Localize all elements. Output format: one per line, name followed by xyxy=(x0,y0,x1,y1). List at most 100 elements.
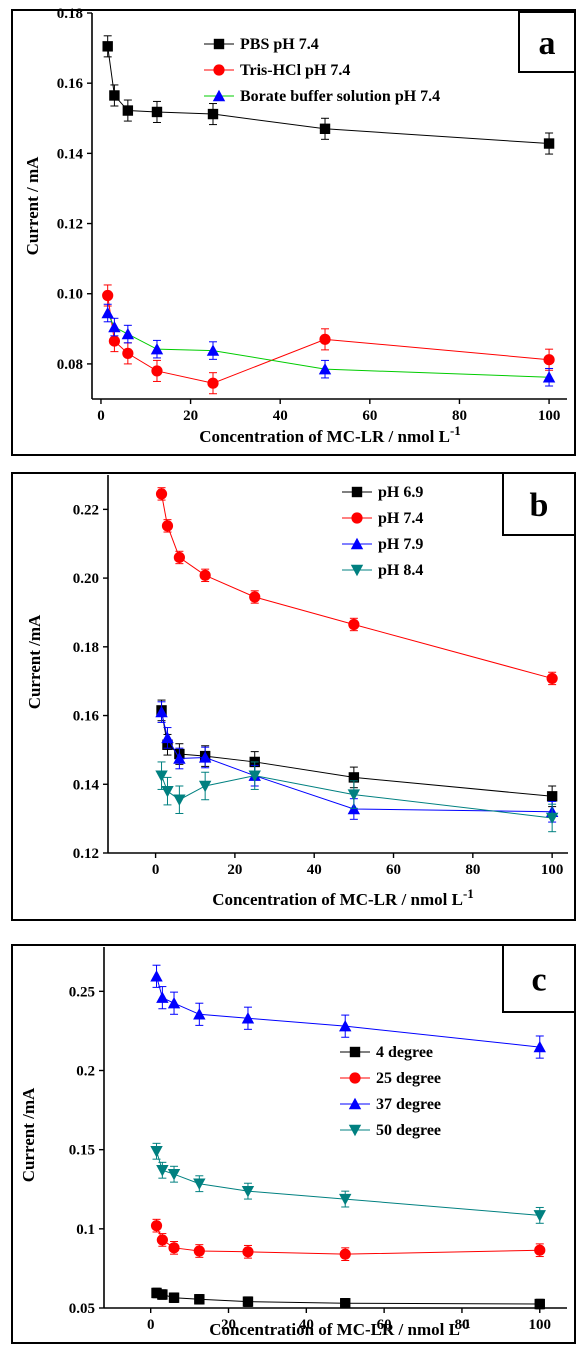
y-tick-label: 0.12 xyxy=(57,217,83,233)
data-point xyxy=(167,1169,181,1181)
data-point xyxy=(193,1008,206,1020)
data-point xyxy=(157,1289,168,1300)
data-point xyxy=(534,1244,546,1256)
data-point xyxy=(241,1185,255,1198)
series-3: 50 degree xyxy=(150,1122,546,1224)
data-point xyxy=(102,289,114,302)
panel-frame xyxy=(11,9,576,456)
x-tick-label: 40 xyxy=(273,408,288,424)
series-0: pH 6.9 xyxy=(156,484,558,808)
series-0: 4 degree xyxy=(151,1044,545,1310)
data-point xyxy=(546,672,558,685)
y-tick-label: 0.1 xyxy=(76,1222,95,1238)
series-1: 25 degree xyxy=(150,1070,546,1261)
data-point xyxy=(168,1242,180,1254)
legend-label: PBS pH 7.4 xyxy=(240,36,319,53)
data-point xyxy=(150,342,164,355)
legend-label: 37 degree xyxy=(376,1096,441,1113)
y-axis-label: Current /mA xyxy=(19,1087,38,1182)
legend-marker xyxy=(349,1072,361,1084)
series-line xyxy=(107,312,550,378)
data-point xyxy=(155,770,168,782)
series-line xyxy=(156,1151,540,1216)
x-tick-label: 100 xyxy=(541,862,564,878)
data-point xyxy=(156,991,169,1003)
legend-marker xyxy=(213,38,225,50)
data-point xyxy=(193,1178,206,1190)
legend-marker xyxy=(213,64,225,76)
legend-label: Borate buffer solution pH 7.4 xyxy=(240,88,440,105)
legend-marker xyxy=(212,89,226,102)
data-point xyxy=(156,1165,169,1177)
panel-letter-box xyxy=(518,11,576,73)
series-1: Tris-HCl pH 7.4 xyxy=(102,62,555,395)
data-point xyxy=(150,1220,163,1232)
legend-label: pH 6.9 xyxy=(378,484,423,501)
data-point xyxy=(155,488,168,500)
x-axis-label: Concentration of MC-LR / nmol L-1 xyxy=(199,423,461,446)
x-tick-label: 60 xyxy=(362,408,377,424)
series-1: pH 7.4 xyxy=(155,487,558,686)
data-point xyxy=(168,1292,180,1303)
data-point xyxy=(319,123,331,134)
data-point xyxy=(150,970,163,982)
data-point xyxy=(242,1246,254,1258)
y-tick-label: 0.22 xyxy=(73,502,99,518)
x-tick-label: 0 xyxy=(152,862,160,878)
data-point xyxy=(122,347,134,359)
x-tick-label: 0 xyxy=(97,408,105,424)
data-point xyxy=(198,751,212,763)
data-point xyxy=(543,354,555,366)
data-point xyxy=(542,371,556,383)
series-2: Borate buffer solution pH 7.4 xyxy=(101,88,556,387)
panel-letter-box xyxy=(502,944,576,1013)
panel-b: 0 20 40 60 80 100 0.12 0.14 0.16 0.18 0.20 0.22 Conc… xyxy=(11,472,576,921)
data-point xyxy=(161,785,174,798)
x-tick-label: 40 xyxy=(299,1317,314,1333)
y-tick-label: 0.2 xyxy=(76,1064,95,1080)
legend-marker xyxy=(350,537,364,550)
y-tick-label: 0.10 xyxy=(57,287,83,303)
data-point xyxy=(199,569,211,581)
data-point xyxy=(121,327,135,340)
series-line xyxy=(161,711,553,813)
series-3: pH 8.4 xyxy=(155,562,559,833)
data-point xyxy=(340,1298,351,1309)
data-point xyxy=(173,794,186,806)
panel-letter: a xyxy=(539,25,556,62)
data-point xyxy=(109,90,120,101)
y-tick-label: 0.20 xyxy=(73,571,99,587)
legend-label: pH 7.4 xyxy=(378,510,423,527)
series-line xyxy=(161,710,553,797)
data-point xyxy=(339,1193,352,1206)
x-tick-label: 60 xyxy=(386,862,401,878)
data-point xyxy=(348,772,360,783)
x-tick-label: 100 xyxy=(529,1317,552,1333)
data-point xyxy=(534,1298,545,1310)
data-point xyxy=(533,1040,546,1053)
legend-label: pH 7.9 xyxy=(378,536,423,553)
x-tick-label: 0 xyxy=(147,1317,155,1333)
data-point xyxy=(161,520,174,532)
y-tick-label: 0.15 xyxy=(69,1143,95,1159)
y-tick-label: 0.12 xyxy=(73,846,99,862)
x-axis-label: Concentration of MC-LR / nmol L-1 xyxy=(212,886,474,909)
legend-marker xyxy=(351,486,363,498)
data-point xyxy=(122,105,134,116)
data-point xyxy=(155,705,168,718)
y-tick-label: 0.25 xyxy=(69,984,95,1000)
data-point xyxy=(156,1234,168,1246)
data-point xyxy=(241,1012,255,1024)
data-point xyxy=(193,1245,205,1257)
data-point xyxy=(207,377,219,389)
data-point xyxy=(173,752,186,764)
legend-marker xyxy=(348,1124,362,1137)
data-point xyxy=(150,1146,163,1158)
data-point xyxy=(533,1210,546,1222)
data-point xyxy=(348,618,360,631)
y-tick-label: 0.18 xyxy=(57,6,83,22)
x-tick-label: 100 xyxy=(538,408,561,424)
legend-label: 4 degree xyxy=(376,1044,433,1061)
y-axis-label: Current / mA xyxy=(23,156,42,256)
